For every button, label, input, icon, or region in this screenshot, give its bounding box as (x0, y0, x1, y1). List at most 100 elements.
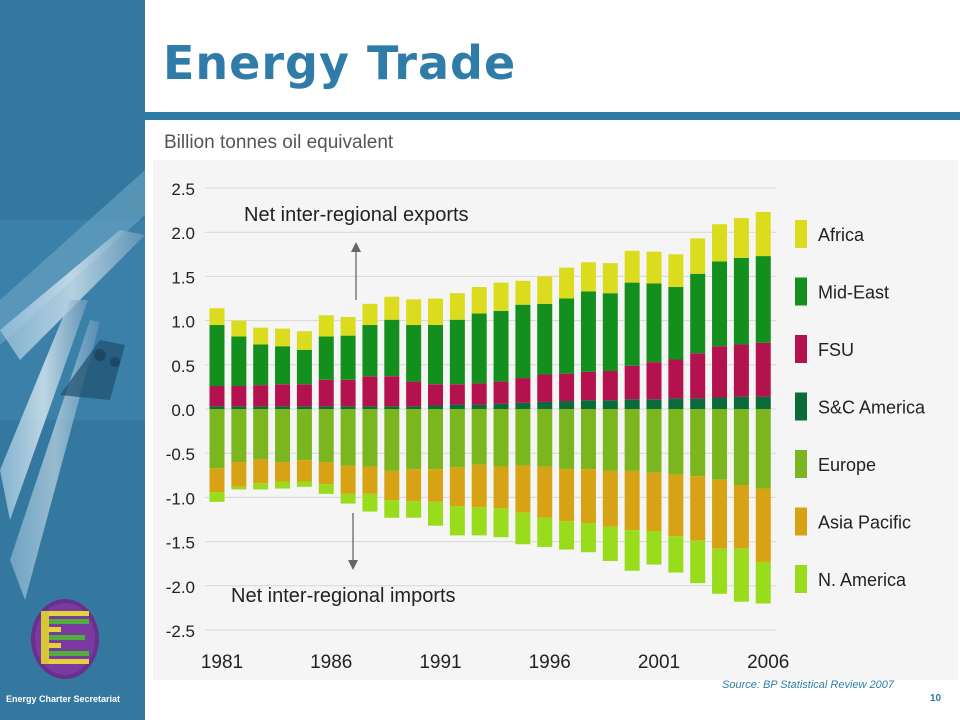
bar-segment-africa (559, 267, 575, 299)
bar-segment-n-america (646, 530, 662, 565)
bar-segment-mid-east (668, 287, 684, 360)
bar-segment-n-america (537, 517, 553, 547)
bar-segment-europe (755, 409, 771, 489)
bar-segment-fsu (275, 384, 291, 407)
legend-label: Africa (818, 225, 865, 245)
legend-swatch (795, 507, 807, 536)
bar-segment-s-c-america (493, 403, 509, 409)
y-tick-label: -2.5 (166, 622, 195, 641)
title-divider (145, 112, 960, 120)
bar-segment-europe (559, 409, 575, 470)
bar-segment-europe (209, 409, 225, 469)
bar-segment-asia-pacific (253, 459, 269, 484)
bar-stack-2006 (755, 211, 771, 604)
bar-segment-n-america (406, 500, 422, 518)
bar-segment-n-america (275, 481, 291, 489)
bar-segment-fsu (712, 346, 728, 398)
bar-segment-n-america (362, 493, 378, 512)
y-axis-ticks: 2.5 2.0 1.5 1.0 0.5 0.0 -0.5 -1.0 -1.5 -2.0 -2.5 (166, 180, 195, 641)
bar-stack-1998 (580, 262, 596, 553)
bar-segment-fsu (471, 383, 487, 405)
bar-segment-europe (275, 409, 291, 463)
bar-segment-fsu (602, 370, 618, 401)
bar-segment-fsu (493, 381, 509, 404)
bar-segment-asia-pacific (559, 469, 575, 522)
bar-stack-1985 (296, 331, 312, 487)
legend: Africa Mid-East FSU S&C America Europe Asia P… (795, 220, 926, 593)
bar-segment-asia-pacific (318, 462, 334, 485)
bar-segment-mid-east (602, 293, 618, 371)
bar-segment-n-america (428, 501, 443, 526)
bar-segment-asia-pacific (362, 466, 378, 494)
x-tick-label: 1986 (310, 652, 352, 673)
bar-stack-1989 (384, 296, 400, 518)
bar-segment-africa (253, 327, 269, 345)
bar-segment-africa (275, 328, 291, 347)
bar-segment-mid-east (712, 261, 728, 347)
bar-segment-s-c-america (690, 398, 706, 409)
bar-segment-asia-pacific (209, 468, 225, 493)
bar-segment-asia-pacific (580, 469, 596, 524)
bar-stack-1981 (209, 308, 225, 502)
bar-segment-fsu (384, 376, 400, 407)
bar-segment-africa (209, 308, 225, 326)
bar-stack-1992 (449, 293, 465, 536)
bar-segment-mid-east (231, 336, 247, 387)
bar-segment-mid-east (690, 273, 706, 354)
bar-segment-s-c-america (668, 398, 684, 409)
bar-segment-s-c-america (646, 399, 662, 409)
bar-stack-1991 (428, 298, 443, 526)
bar-segment-africa (580, 262, 596, 292)
bar-segment-fsu (515, 378, 531, 403)
bar-segment-fsu (733, 344, 749, 397)
bar-segment-n-america (690, 540, 706, 584)
legend-item-n-america: N. America (795, 565, 907, 593)
bar-segment-mid-east (340, 335, 356, 380)
bar-segment-mid-east (428, 325, 443, 385)
bar-segment-africa (493, 282, 509, 311)
bar-segment-mid-east (406, 325, 422, 382)
legend-item-asia-pacific: Asia Pacific (795, 507, 911, 536)
bar-segment-europe (624, 409, 640, 471)
x-tick-label: 1991 (419, 652, 461, 673)
bar-segment-fsu (624, 365, 640, 400)
bar-segment-africa (668, 254, 684, 288)
legend-item-mid-east: Mid-East (795, 277, 889, 306)
bar-segment-n-america (231, 486, 247, 490)
bar-segment-s-c-america (449, 404, 465, 409)
page-number: 10 (930, 693, 942, 704)
bar-segment-africa (515, 280, 531, 305)
organization-name: Energy Charter Secretariat (6, 694, 121, 704)
x-tick-label: 2006 (747, 652, 789, 673)
bar-segment-europe (428, 409, 443, 470)
legend-swatch (795, 220, 807, 248)
bar-segment-asia-pacific (755, 488, 771, 562)
bar-segment-s-c-america (733, 396, 749, 409)
bar-stack-1993 (471, 287, 487, 536)
legend-item-europe: Europe (795, 450, 876, 478)
bar-stack-2001 (646, 251, 662, 565)
legend-label: FSU (818, 340, 854, 360)
bar-stack-1999 (602, 263, 618, 562)
legend-label: Europe (818, 455, 876, 475)
bar-segment-s-c-america (471, 404, 487, 409)
bar-segment-fsu (231, 386, 247, 407)
bar-segment-africa (428, 298, 443, 326)
legend-swatch (795, 277, 807, 306)
energy-charter-logo (31, 599, 99, 679)
bar-segment-fsu (428, 384, 443, 406)
bar-segment-africa (296, 331, 312, 350)
bar-segment-fsu (668, 359, 684, 399)
bar-stack-1988 (362, 303, 378, 512)
bar-segment-africa (362, 303, 378, 326)
bar-stacks (209, 211, 771, 604)
bar-segment-fsu (406, 381, 422, 407)
bar-segment-n-america (733, 548, 749, 602)
bar-segment-s-c-america (712, 397, 728, 409)
bar-stack-2002 (668, 254, 684, 573)
bar-segment-n-america (559, 521, 575, 550)
exports-annotation: Net inter-regional exports (244, 204, 469, 226)
bar-stack-2003 (690, 238, 706, 584)
bar-segment-s-c-america (231, 406, 247, 409)
bar-stack-1984 (275, 328, 291, 489)
